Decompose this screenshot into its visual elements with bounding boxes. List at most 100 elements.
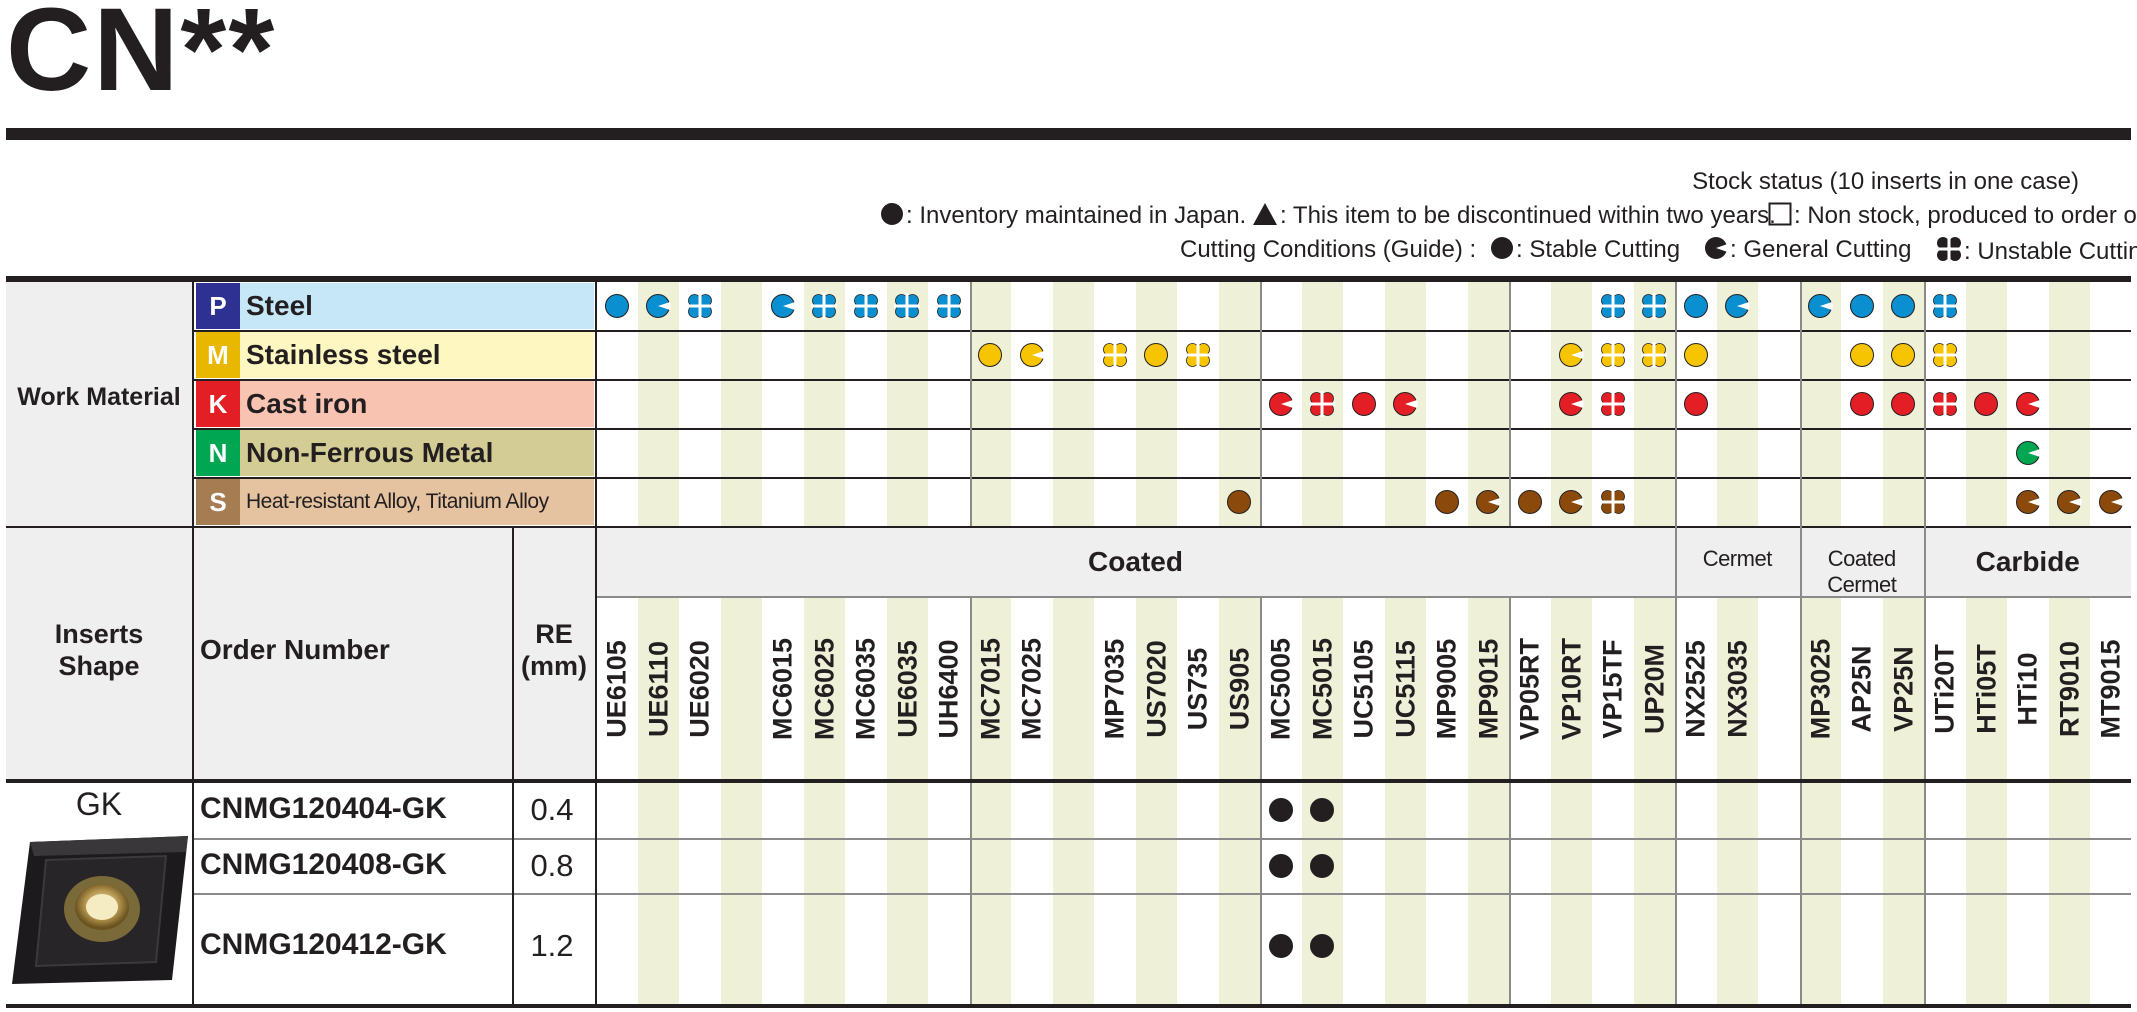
grade-column-stripe bbox=[1633, 282, 1675, 528]
grade-column-stripe bbox=[1052, 282, 1094, 528]
grade-label: UP20M bbox=[1639, 643, 1669, 735]
grade-label: MC7015 bbox=[975, 637, 1005, 741]
grid-vline bbox=[969, 282, 972, 526]
general-cutting-icon bbox=[2015, 441, 2041, 465]
grade-us905: US905 bbox=[1219, 598, 1261, 780]
general-cutting-icon bbox=[1705, 237, 1728, 259]
grade-mc5005: MC5005 bbox=[1260, 598, 1302, 780]
header-left-cell bbox=[6, 528, 596, 779]
grade-vp10rt: VP10RT bbox=[1551, 598, 1593, 780]
stable-cutting-icon bbox=[978, 343, 1003, 367]
grade-label: UTi20T bbox=[1929, 644, 1960, 734]
grade-column-stripe bbox=[1135, 282, 1177, 528]
grid-hline bbox=[194, 893, 2131, 895]
unstable-cutting-icon bbox=[1641, 293, 1668, 319]
grid-hline bbox=[194, 330, 2131, 332]
material-name: Heat-resistant Alloy, Titanium Alloy bbox=[246, 490, 549, 513]
grade-label: US7020 bbox=[1141, 640, 1171, 738]
grid-vline bbox=[1260, 598, 1262, 1004]
grade-label: MP9005 bbox=[1431, 638, 1462, 740]
grade-hti10: HTi10 bbox=[2007, 598, 2049, 780]
general-cutting-icon bbox=[1019, 343, 1045, 367]
work-material-label: Work Material bbox=[17, 383, 181, 411]
stable-cutting-icon bbox=[1891, 343, 1916, 367]
inserts-shape-header: Inserts Shape bbox=[54, 619, 144, 681]
material-category-m: M Stainless steel bbox=[196, 332, 594, 378]
grade-label: MT9015 bbox=[2095, 639, 2126, 739]
grade-label: UC5115 bbox=[1390, 640, 1420, 738]
legend-text: : Inventory maintained in Japan. bbox=[906, 202, 1247, 229]
unstable-cutting-icon bbox=[1599, 293, 1626, 319]
grade-ue6035: UE6035 bbox=[887, 598, 929, 780]
general-cutting-icon bbox=[770, 294, 796, 318]
unstable-cutting-icon bbox=[935, 293, 962, 319]
grade-column-stripe bbox=[1799, 598, 1841, 1004]
grade-mt9015: MT9015 bbox=[2090, 598, 2132, 780]
grade-us7020: US7020 bbox=[1136, 598, 1178, 780]
unstable-cutting-icon bbox=[1936, 236, 1962, 262]
stock-available-icon bbox=[1268, 854, 1293, 878]
grid-hline bbox=[6, 526, 2131, 528]
material-category-p: P Steel bbox=[196, 283, 594, 329]
grade-column-stripe bbox=[886, 598, 928, 1004]
grade-label: US905 bbox=[1224, 647, 1254, 731]
grade-label: UE6110 bbox=[643, 640, 673, 738]
shape-label: GK bbox=[75, 786, 123, 822]
unstable-cutting-icon bbox=[686, 293, 713, 319]
stock-available-icon bbox=[1310, 854, 1335, 878]
grade-rt9010: RT9010 bbox=[2049, 598, 2091, 780]
legend-text: : Stable Cutting bbox=[1516, 236, 1681, 263]
unstable-cutting-icon bbox=[811, 293, 838, 319]
grade-column-stripe bbox=[637, 282, 679, 528]
general-cutting-icon bbox=[1725, 294, 1750, 318]
grade-column-stripe bbox=[1716, 282, 1758, 528]
grid-vline bbox=[969, 598, 972, 1004]
grade-column-stripe bbox=[886, 282, 928, 528]
grid-vline bbox=[1675, 282, 1677, 1004]
grade-mp9015: MP9015 bbox=[1468, 598, 1510, 780]
page-title: CN** bbox=[6, 0, 277, 116]
unstable-cutting-icon bbox=[1101, 342, 1128, 368]
grid-hline bbox=[194, 379, 2131, 381]
grade-ue6105: UE6105 bbox=[596, 598, 638, 780]
grade-label: MC5005 bbox=[1265, 637, 1296, 741]
grid-vline bbox=[1924, 282, 1926, 1004]
order-number: CNMG120404-GK bbox=[200, 792, 447, 825]
grade-label: NX2525 bbox=[1680, 640, 1711, 738]
unstable-cutting-icon bbox=[1599, 489, 1626, 515]
grade-column-stripe bbox=[1550, 598, 1592, 1004]
order-number-header: Order Number bbox=[200, 634, 390, 665]
unstable-cutting-icon bbox=[1599, 391, 1626, 417]
filled-triangle-icon bbox=[1253, 203, 1277, 225]
grade-column-stripe bbox=[2048, 282, 2090, 528]
stable-cutting-icon bbox=[1434, 490, 1459, 514]
grid-vline bbox=[512, 528, 514, 1004]
grade-label: NX3035 bbox=[1722, 640, 1752, 738]
grade-nx2525: NX2525 bbox=[1675, 598, 1717, 780]
general-cutting-icon bbox=[2015, 490, 2041, 514]
general-cutting-icon bbox=[1559, 490, 1584, 514]
stock-status-title: Stock status (10 inserts in one case) bbox=[1692, 168, 2079, 195]
unstable-cutting-icon bbox=[1309, 391, 1336, 417]
unstable-cutting-icon bbox=[1599, 342, 1626, 368]
stock-legend-triangle: : This item to be discontinued within tw… bbox=[1252, 202, 1776, 230]
grade-label: HTi05T bbox=[1971, 644, 2001, 734]
grade-label: US735 bbox=[1182, 647, 1213, 731]
cutting-legend-stable: : Stable Cutting bbox=[1490, 236, 1680, 264]
grid-vline bbox=[1509, 282, 1511, 526]
group-header-band bbox=[596, 528, 2131, 596]
grade-label: MC7025 bbox=[1016, 637, 1047, 741]
grade-column-stripe bbox=[1716, 598, 1758, 1004]
grade-column-stripe bbox=[1633, 598, 1675, 1004]
header-bottom-rule bbox=[6, 779, 2131, 783]
order-number: CNMG120412-GK bbox=[200, 928, 447, 961]
grade-column-stripe bbox=[1882, 598, 1924, 1004]
grade-label: HTi10 bbox=[2012, 652, 2043, 726]
grade-column-stripe bbox=[1965, 598, 2007, 1004]
general-cutting-icon bbox=[1393, 392, 1418, 416]
legend-text: : Unstable Cutting bbox=[1964, 238, 2137, 265]
cutting-legend-unstable: : Unstable Cutting bbox=[1936, 236, 2137, 266]
grade-uc5115: UC5115 bbox=[1385, 598, 1427, 780]
material-category-n: N Non-Ferrous Metal bbox=[196, 430, 594, 476]
general-cutting-icon bbox=[2098, 490, 2124, 514]
